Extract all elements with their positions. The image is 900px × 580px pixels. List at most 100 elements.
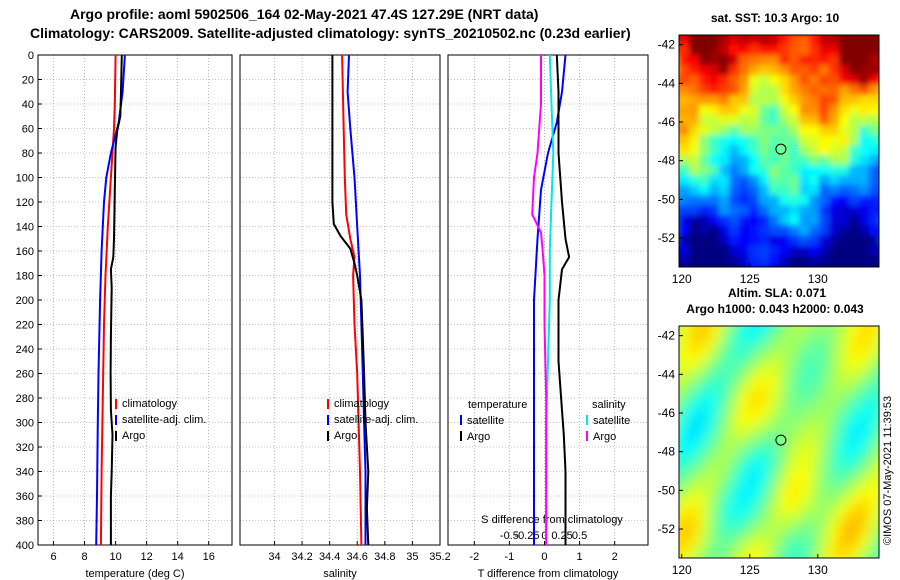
sst-cell [709,95,720,106]
sla-cell [799,516,810,527]
sla-cell [689,356,700,367]
sla-cell [779,356,790,367]
y-tick-label: -42 [658,329,676,343]
sla-cell [859,326,870,327]
sla-cell [719,326,730,337]
sla-cell [869,526,879,537]
sst-cell [879,85,890,96]
sla-cell [829,426,840,437]
sla-cell [779,536,790,547]
sla-cell [849,546,860,557]
sst-cell [769,145,780,156]
sla-cell [799,546,810,557]
sla-cell [689,426,700,437]
sla-map-title-line-2: Argo h1000: 0.043 h2000: 0.043 [686,302,864,316]
sla-cell [689,486,700,497]
sla-cell [779,516,790,527]
sla-cell [709,376,720,387]
sst-cell [709,225,720,236]
sst-cell [789,215,800,226]
sst-cell [859,185,870,196]
sla-cell [709,516,720,527]
x-tick-label: 8 [81,551,87,563]
sst-cell [839,215,850,226]
sla-cell [789,406,800,417]
sla-cell [809,336,820,347]
sst-cell [819,145,830,156]
sst-cell [789,105,800,116]
sla-cell [739,326,750,327]
sst-cell [819,185,830,196]
sst-cell [709,135,720,146]
sst-cell [699,175,710,186]
sst-cell [789,65,800,76]
sst-cell [689,105,700,116]
sla-cell [829,506,840,517]
sla-cell [789,556,800,558]
sla-cell [739,506,750,517]
x-tick-label: 0 [541,551,547,563]
title-line-1: Argo profile: aoml 5902506_164 02-May-20… [70,6,539,22]
sst-cell [829,95,840,106]
sst-cell [839,85,850,96]
sla-cell [869,516,879,527]
sst-cell [829,225,840,236]
sla-cell [749,336,760,347]
sla-cell [759,516,770,527]
sla-cell [779,376,790,387]
y-tick-label: -44 [658,367,676,381]
sla-cell [779,406,790,417]
sst-cell [719,185,730,196]
sla-cell [719,486,730,497]
sst-cell [699,145,710,156]
sst-cell [879,185,890,196]
sla-cell [809,466,820,477]
sst-cell [779,255,790,266]
sla-cell [779,386,790,397]
sst-cell [869,35,879,36]
x-tick-label: 1 [577,551,583,563]
sla-cell [809,526,820,537]
sla-cell [689,346,700,357]
sla-cell [839,546,850,557]
sla-cell [849,456,860,467]
sst-cell [819,215,830,226]
sla-cell [689,386,700,397]
sst-cell [879,155,890,166]
panel-differences: -2 -1 0 1 2 T difference from climatology S di… [447,54,649,580]
sla-cell [819,446,830,457]
sst-cell [719,195,730,206]
sla-cell [699,526,710,537]
sst-cell [789,175,800,186]
sst-cell [769,55,780,66]
sst-cell [809,225,820,236]
axes-frame [447,54,649,546]
sla-cell [729,326,740,327]
sst-cell [749,205,760,216]
sst-cell [689,245,700,256]
sla-cell [859,506,870,517]
sst-cell [849,175,860,186]
y-tick-label: 200 [16,295,34,307]
sla-cell [749,366,760,377]
sst-cell [819,85,830,96]
sst-cell [719,75,730,86]
legend-title-temperature: temperature [468,399,527,411]
sst-cell [799,205,810,216]
sla-cell [709,566,720,577]
sst-cell [689,35,700,46]
sst-cell [789,35,800,46]
x-tick-label-top: -0.5 [500,530,519,542]
sst-cell [759,245,770,256]
sla-cell [839,456,850,467]
y-tick-label: -42 [658,38,676,52]
sla-cell [679,426,680,437]
sla-cell [809,496,820,507]
sst-cell [789,45,800,56]
sla-cell [739,386,750,397]
y-tick-label: 340 [16,467,34,479]
sla-cell [689,406,700,417]
sst-cell [769,275,780,286]
sst-cell [729,45,740,56]
